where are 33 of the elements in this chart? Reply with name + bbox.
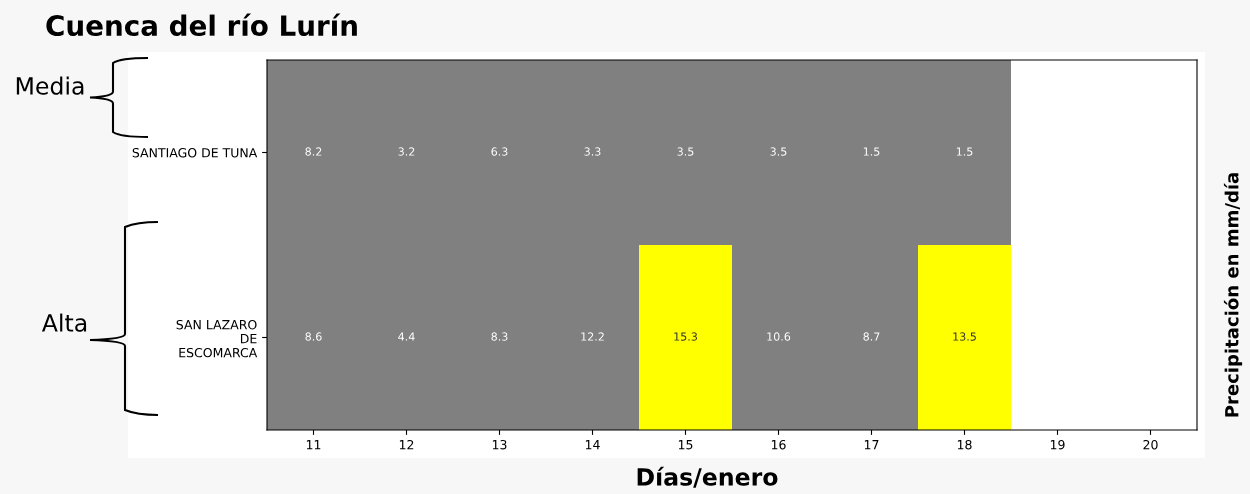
x-tick-label: 14 <box>585 440 600 450</box>
x-tick-label: 11 <box>306 440 321 450</box>
data-label: 15.3 <box>674 332 697 341</box>
data-label: 8.3 <box>491 332 508 341</box>
x-tick-label: 13 <box>492 439 507 450</box>
text: Alta <box>41 313 87 332</box>
data-label: 1.5 <box>863 147 880 156</box>
data-label: 8.6 <box>305 332 322 341</box>
y-tick-label: SANTIAGO DE TUNA <box>132 147 258 158</box>
data-label: 3.5 <box>770 147 787 156</box>
x-tick-label: 12 <box>399 439 414 450</box>
x-tick-label: 15 <box>678 440 693 450</box>
data-label: 12.2 <box>581 332 604 341</box>
data-label: 1.5 <box>956 147 973 156</box>
chart-title: Cuenca del río Lurín <box>46 13 357 37</box>
y2-axis-title: Precipitación en mm/día <box>1223 173 1243 417</box>
y-tick-label: SAN LAZARO DE ESCOMARCA <box>176 319 258 358</box>
data-label: 3.5 <box>677 147 694 156</box>
data-label: 3.2 <box>398 147 415 156</box>
x-tick-label: 16 <box>771 439 786 450</box>
data-label: 10.6 <box>767 332 791 341</box>
data-label: 8.2 <box>305 147 322 156</box>
x-axis-title: Días/enero <box>637 466 778 488</box>
x-tick-label: 17 <box>864 440 879 450</box>
text: Media <box>16 76 84 95</box>
data-label: 8.7 <box>863 332 880 341</box>
data-label: 4.4 <box>398 332 415 341</box>
data-label: 6.3 <box>491 147 508 156</box>
x-tick-label: 19 <box>1050 439 1065 450</box>
data-label: 3.3 <box>584 147 601 156</box>
x-tick-label: 18 <box>957 439 972 450</box>
x-tick-label: 20 <box>1143 439 1158 450</box>
data-label: 13.5 <box>953 332 976 341</box>
